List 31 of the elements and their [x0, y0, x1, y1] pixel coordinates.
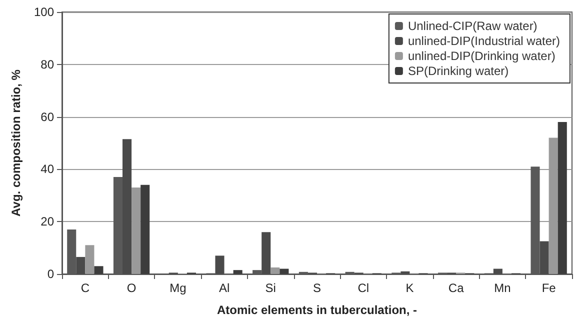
- legend-label: SP(Drinking water): [408, 64, 509, 78]
- legend-label: unlined-DIP(Industrial water): [408, 34, 560, 48]
- x-tick-label: Mg: [170, 281, 186, 295]
- x-tick-label: C: [80, 281, 90, 295]
- bar: [558, 122, 567, 274]
- y-tick-label: 40: [40, 162, 54, 176]
- x-tick-label: Al: [218, 281, 230, 295]
- y-tick-label: 20: [40, 214, 54, 229]
- x-tick-label: Fe: [542, 281, 556, 295]
- y-tick-label: 100: [34, 5, 54, 19]
- x-tick-label: S: [312, 281, 322, 295]
- bar: [132, 188, 141, 274]
- x-tick-label: Si: [265, 281, 276, 295]
- y-axis-title: Avg. composition ratio, %: [9, 69, 23, 216]
- x-tick-label: Mn: [494, 281, 511, 295]
- bar: [140, 184, 150, 274]
- bar: [270, 267, 280, 274]
- bar: [94, 266, 104, 274]
- y-tick-label: 60: [40, 110, 54, 124]
- legend-label: unlined-DIP(Drinking water): [408, 49, 556, 63]
- x-tick-label: Ca: [448, 281, 464, 295]
- x-tick-label: K: [406, 281, 414, 295]
- y-tick-label: 80: [40, 57, 54, 72]
- x-tick-label: O: [126, 281, 136, 295]
- legend-label: Unlined-CIP(Raw water): [408, 19, 538, 33]
- bar: [233, 270, 242, 274]
- x-tick-label: Cl: [358, 281, 370, 295]
- y-tick-label: 0: [47, 267, 54, 281]
- bar: [85, 245, 94, 274]
- bar: [280, 268, 289, 274]
- x-axis-title: Atomic elements in tuberculation, -: [216, 303, 418, 317]
